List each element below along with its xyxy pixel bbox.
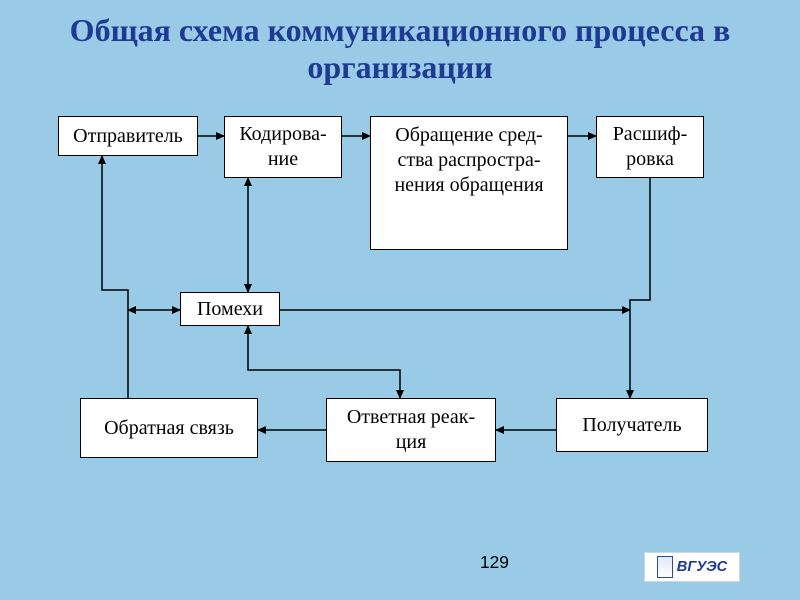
node-encode: Кодирова-ние — [224, 116, 342, 178]
node-feedback-label: Обратная связь — [104, 416, 234, 441]
arrows-layer — [0, 0, 800, 600]
node-response-label: Ответная реак-ция — [347, 405, 475, 455]
node-receiver-label: Получатель — [582, 413, 681, 438]
page-number: 129 — [480, 552, 509, 573]
node-medium: Обращение сред-ства распростра-нения обр… — [370, 116, 568, 250]
node-response: Ответная реак-ция — [326, 398, 496, 462]
footer-logo: ВГУЭС — [644, 552, 740, 582]
node-decode: Расшиф-ровка — [596, 116, 704, 178]
footer-logo-text: ВГУЭС — [677, 559, 727, 575]
node-medium-label: Обращение сред-ства распростра-нения обр… — [394, 123, 543, 198]
node-sender: Отправитель — [58, 116, 198, 156]
edge-noise_down — [248, 326, 400, 398]
page-title: Общая схема коммуникационного процесса в… — [0, 12, 800, 86]
edge-decode_down — [630, 178, 650, 398]
node-feedback: Обратная связь — [80, 398, 258, 458]
node-noise: Помехи — [180, 292, 280, 326]
edge-feedback_up — [102, 156, 128, 398]
node-noise-label: Помехи — [197, 297, 263, 322]
node-decode-label: Расшиф-ровка — [613, 122, 688, 172]
logo-icon — [657, 556, 673, 578]
node-sender-label: Отправитель — [73, 124, 183, 149]
node-receiver: Получатель — [556, 398, 708, 452]
node-encode-label: Кодирова-ние — [239, 122, 326, 172]
